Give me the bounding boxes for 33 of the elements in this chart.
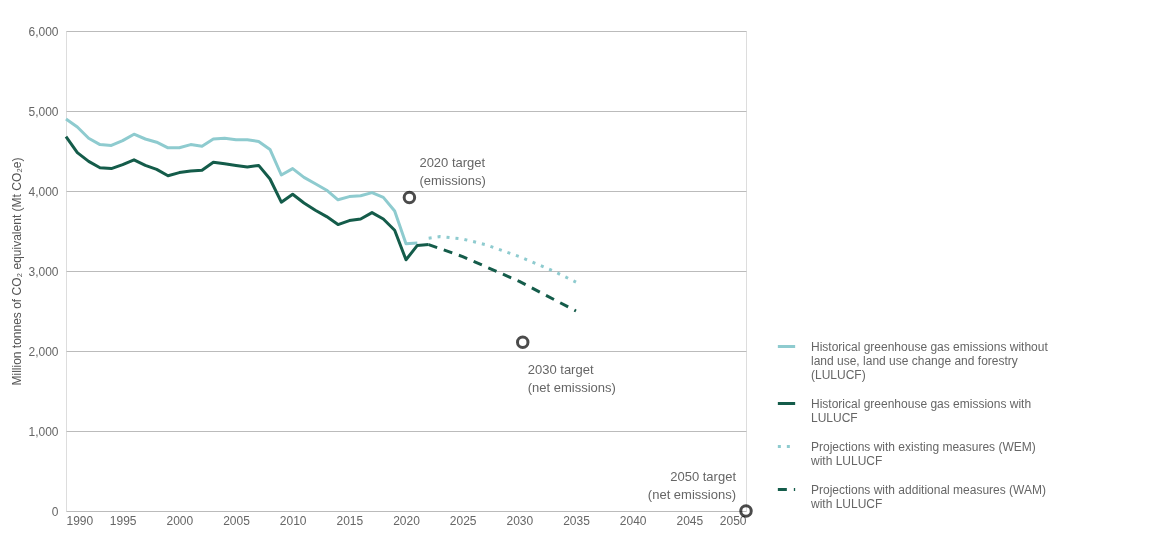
y-tick-label: 6,000 xyxy=(28,24,59,39)
x-tick-label: 2010 xyxy=(279,513,307,528)
x-tick-label: 2005 xyxy=(223,513,251,528)
y-tick-label: 0 xyxy=(51,504,59,519)
annotation: 2050 target (net emissions) xyxy=(647,469,737,502)
line-series xyxy=(427,235,578,284)
x-tick-label: 2025 xyxy=(449,513,477,528)
legend-label: Historical greenhouse gas emissions without land use, land use change and forestry (LULUCF) xyxy=(811,339,1049,382)
legend-label: Historical greenhouse gas emissions with LULUCF xyxy=(811,396,1032,425)
annotation: 2020 target (emissions) xyxy=(419,155,486,189)
x-tick-label: 2050 xyxy=(719,513,747,528)
y-tick-label: 5,000 xyxy=(28,104,59,119)
point xyxy=(515,335,530,349)
x-tick-label: 1990 xyxy=(66,513,94,528)
legend-label: Projections with existing measures (WEM) with LULUCF xyxy=(810,439,1036,468)
x-tick-label: 2040 xyxy=(619,513,647,528)
line-series xyxy=(64,117,419,246)
x-tick-label: 2015 xyxy=(336,513,364,528)
y-tick-label: 3,000 xyxy=(28,264,59,279)
point xyxy=(739,504,753,518)
x-tick-label: 2030 xyxy=(506,513,534,528)
x-tick-label: 2045 xyxy=(676,513,704,528)
x-tick-label: 2000 xyxy=(166,513,194,528)
y-tick-label: 4,000 xyxy=(28,184,59,199)
point xyxy=(402,190,417,205)
y-tick-label: 2,000 xyxy=(28,344,59,359)
x-tick-label: 2020 xyxy=(393,513,421,528)
y-axis-title: Million tonnes of CO₂ equivalent (Mt CO₂e) xyxy=(10,157,25,386)
x-tick-label: 1995 xyxy=(109,513,137,528)
x-tick-label: 2035 xyxy=(563,513,591,528)
y-tick-label: 1,000 xyxy=(28,424,59,439)
legend-label: Projections with additional measures (WAM) with LULUCF xyxy=(810,482,1046,511)
annotation: 2030 target (net emissions) xyxy=(527,362,616,396)
